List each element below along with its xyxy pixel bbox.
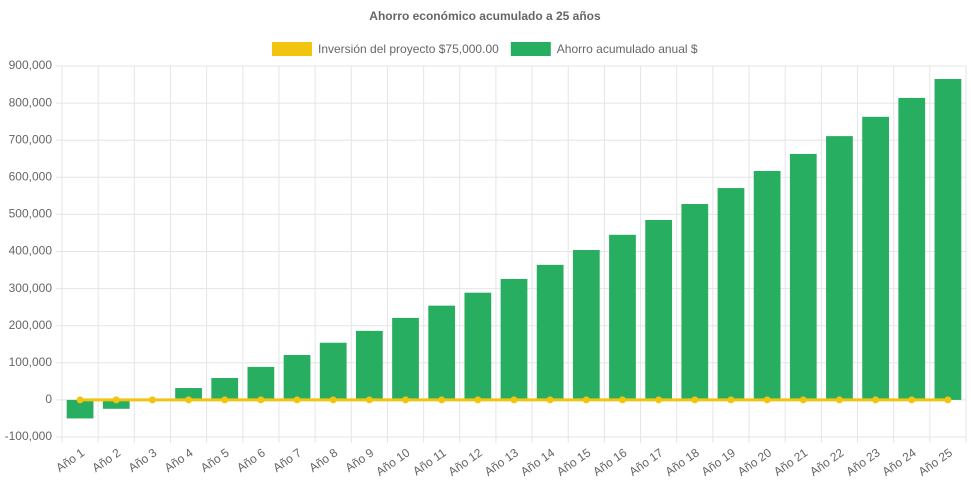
bar: [645, 219, 673, 400]
line-point: [763, 396, 771, 404]
line-point: [835, 396, 843, 404]
y-tick-label: 700,000: [9, 132, 53, 146]
bar: [392, 317, 419, 400]
x-tick-label: Año 24: [880, 445, 919, 478]
x-tick-label: Año 22: [807, 445, 846, 478]
bar: [175, 388, 202, 400]
y-tick-label: 0: [45, 392, 52, 406]
x-tick-label: Año 21: [771, 445, 810, 478]
bar: [862, 116, 889, 400]
x-tick-label: Año 11: [410, 445, 449, 478]
x-tick-label: Año 2: [90, 445, 124, 475]
y-tick-label: 500,000: [9, 207, 53, 221]
x-tick-label: Año 4: [162, 445, 196, 475]
y-tick-label: -100,000: [5, 429, 53, 443]
bar: [753, 170, 781, 400]
x-tick-label: Año 3: [126, 445, 160, 475]
chart-title: Ahorro económico acumulado a 25 años: [369, 9, 601, 23]
line-point: [546, 396, 554, 404]
line-point: [76, 396, 84, 404]
y-tick-label: 600,000: [9, 169, 53, 183]
line-point: [329, 396, 337, 404]
x-tick-label: Año 20: [735, 445, 774, 478]
bar: [826, 136, 853, 400]
bar: [500, 278, 528, 400]
line-point: [799, 396, 807, 404]
line-point: [365, 396, 373, 404]
line-point: [438, 396, 446, 404]
x-tick-label: Año 23: [843, 445, 882, 478]
legend-swatch: [272, 42, 312, 56]
y-tick-label: 400,000: [9, 244, 53, 258]
bar: [102, 399, 130, 409]
line-point: [618, 396, 626, 404]
x-tick-label: Año 10: [373, 445, 412, 478]
x-tick-label: Año 14: [518, 445, 557, 478]
line-point: [112, 396, 120, 404]
bar: [319, 342, 347, 400]
line-point: [185, 396, 193, 404]
x-tick-label: Año 17: [626, 445, 665, 478]
line-point: [474, 396, 482, 404]
x-tick-label: Año 9: [343, 445, 377, 475]
bar: [789, 153, 817, 400]
line-point: [872, 396, 880, 404]
y-tick-label: 100,000: [9, 355, 53, 369]
line-point: [727, 396, 735, 404]
bar: [934, 78, 962, 400]
x-tick-label: Año 25: [916, 445, 955, 478]
x-tick-label: Año 12: [446, 445, 485, 478]
bar: [283, 355, 311, 400]
y-tick-label: 900,000: [9, 58, 53, 72]
line-point: [221, 396, 229, 404]
bar: [717, 188, 745, 400]
bar: [536, 264, 564, 400]
x-tick-label: Año 6: [234, 445, 268, 475]
bar: [247, 366, 275, 400]
line-point: [908, 396, 916, 404]
line-point: [510, 396, 518, 404]
x-tick-label: Año 1: [53, 445, 87, 475]
bar: [355, 330, 383, 400]
line-point: [582, 396, 590, 404]
line-point: [257, 396, 265, 404]
bar: [572, 250, 600, 400]
x-tick-label: Año 16: [590, 445, 629, 478]
bar: [211, 378, 239, 400]
line-point: [402, 396, 410, 404]
x-tick-label: Año 8: [306, 445, 340, 475]
legend-label: Inversión del proyecto $75,000.00: [318, 42, 499, 56]
x-tick-label: Año 5: [198, 445, 232, 475]
y-tick-label: 300,000: [9, 281, 53, 295]
x-tick-label: Año 18: [663, 445, 702, 478]
bar: [66, 399, 94, 419]
x-tick-label: Año 13: [482, 445, 521, 478]
line-point: [944, 396, 952, 404]
x-tick-label: Año 15: [554, 445, 593, 478]
x-tick-label: Año 7: [270, 445, 304, 475]
line-point: [293, 396, 301, 404]
x-tick-label: Año 19: [699, 445, 738, 478]
y-tick-label: 200,000: [9, 318, 53, 332]
bar: [464, 292, 492, 400]
line-point: [655, 396, 663, 404]
bar: [898, 97, 926, 400]
bar: [681, 204, 709, 400]
line-point: [691, 396, 699, 404]
y-tick-label: 800,000: [9, 95, 53, 109]
legend-label: Ahorro acumulado anual $: [557, 42, 698, 56]
bar: [428, 305, 456, 400]
bar: [609, 234, 636, 400]
line-point: [148, 396, 156, 404]
legend-swatch: [510, 42, 551, 56]
